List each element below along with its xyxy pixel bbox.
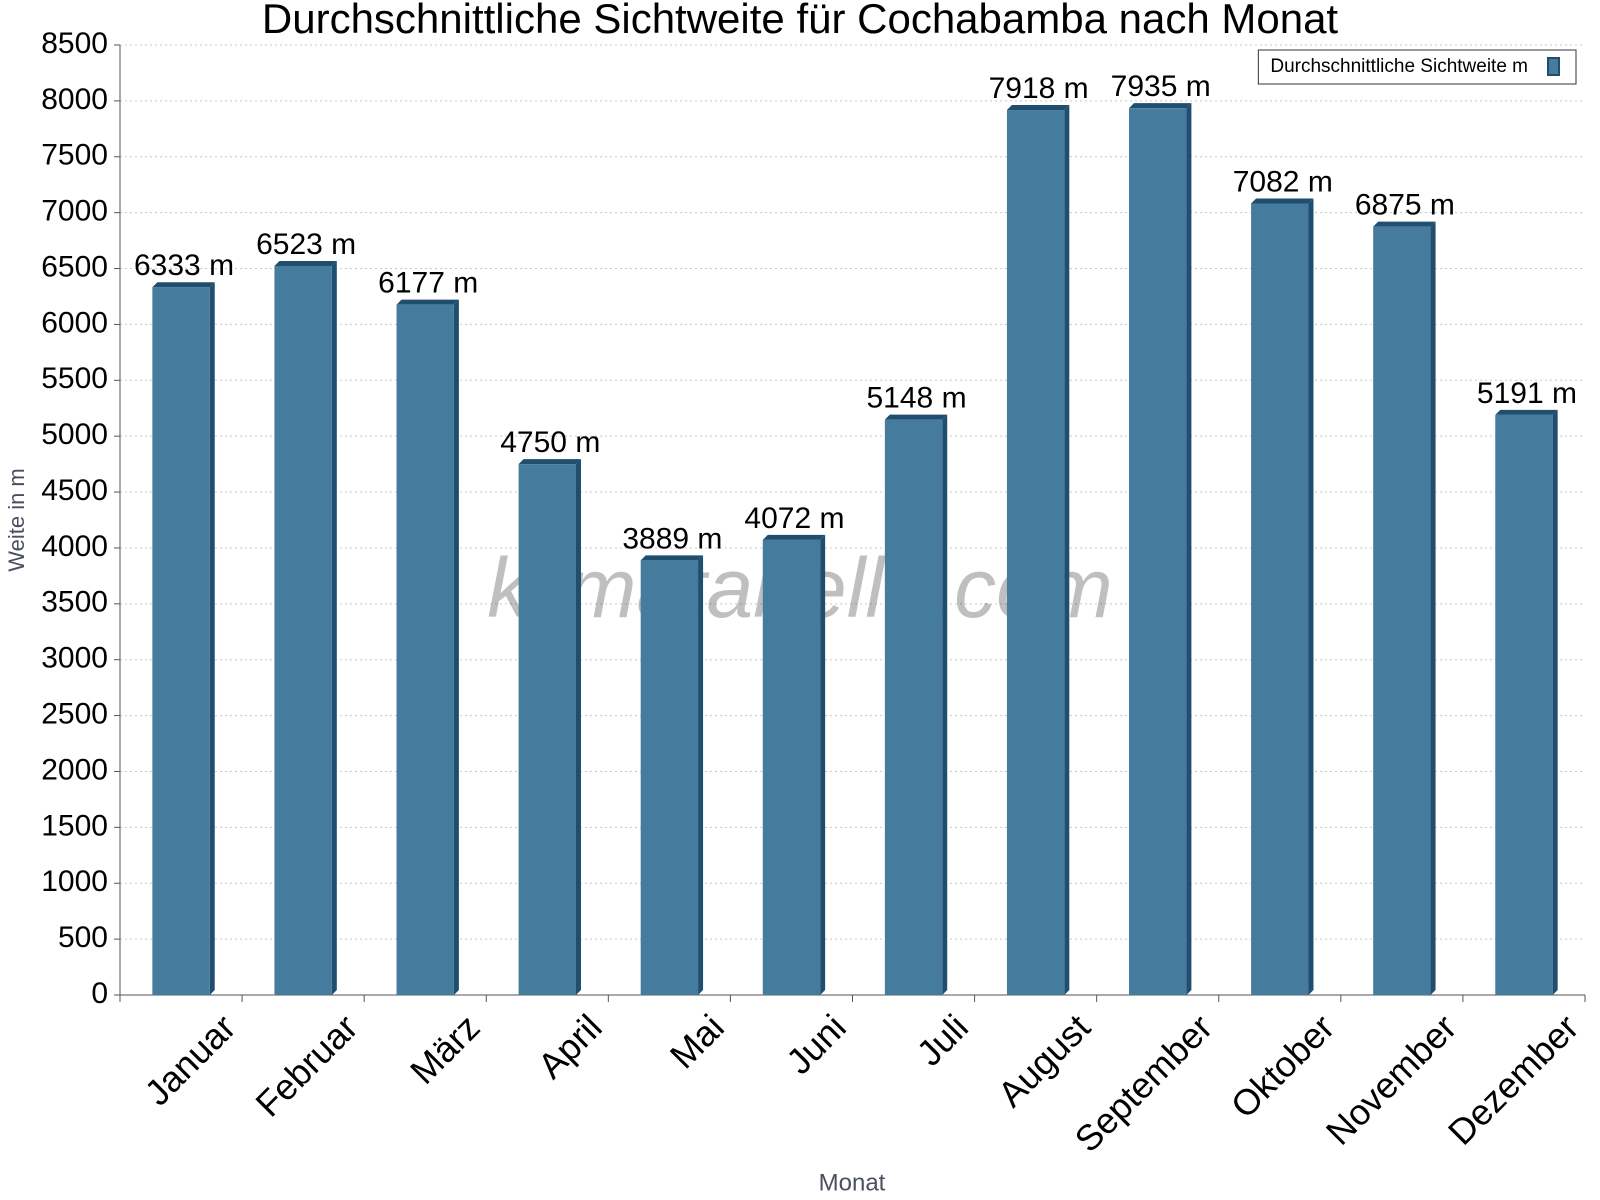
bar — [884, 419, 943, 996]
y-tick-label: 6500 — [41, 250, 108, 283]
y-tick-label: 5500 — [41, 362, 108, 395]
y-tick-label: 2000 — [41, 753, 108, 786]
bar-side — [820, 534, 826, 995]
x-tick-label: Juli — [909, 1006, 976, 1073]
data-label: 7082 m — [1233, 165, 1333, 198]
legend-swatch — [1547, 57, 1560, 76]
bar-top — [396, 299, 459, 305]
x-tick-label: August — [990, 1006, 1098, 1114]
x-tick-label: Januar — [137, 1006, 244, 1113]
y-tick-label: 3000 — [41, 642, 108, 675]
x-tick-label: Dezember — [1440, 1006, 1586, 1152]
legend-box — [1257, 49, 1577, 85]
bar-top — [1129, 103, 1192, 109]
data-label: 6333 m — [134, 249, 234, 282]
y-tick-label: 7500 — [41, 139, 108, 172]
x-tick-label: Mai — [662, 1006, 732, 1076]
x-tick-label: Oktober — [1223, 1006, 1343, 1126]
bar-top — [1495, 409, 1558, 415]
bar-side — [575, 459, 581, 995]
legend-label: Durchschnittliche Sichtweite m — [1270, 56, 1528, 77]
y-tick-label: 0 — [91, 977, 108, 1010]
data-label: 7935 m — [1111, 70, 1211, 103]
x-tick-label: Juni — [778, 1006, 854, 1082]
bar-side — [698, 555, 704, 995]
bar — [1129, 108, 1187, 996]
data-label: 6177 m — [378, 267, 478, 300]
bar-side — [331, 260, 337, 995]
legend: Durchschnittliche Sichtweite m — [1257, 49, 1577, 85]
bar-top — [640, 555, 704, 561]
y-tick-label: 1500 — [41, 809, 108, 842]
bar-side — [1186, 103, 1192, 996]
y-tick-label: 5000 — [41, 418, 108, 451]
data-label: 5148 m — [867, 382, 967, 415]
x-axis-title: Monat — [819, 1169, 886, 1196]
data-label: 5191 m — [1477, 377, 1577, 410]
y-axis-title: Weite in m — [4, 468, 29, 572]
data-label: 4072 m — [744, 502, 844, 535]
bar-top — [884, 414, 948, 420]
bar — [762, 539, 821, 995]
x-tick-label: April — [530, 1006, 610, 1086]
y-tick-label: 8000 — [41, 83, 108, 116]
data-label: 4750 m — [500, 426, 600, 459]
chart-title: Durchschnittliche Sichtweite für Cochaba… — [262, 0, 1339, 42]
bar-top — [1251, 198, 1314, 204]
bar — [1373, 226, 1431, 995]
bar-side — [1430, 221, 1436, 995]
bar — [274, 265, 332, 995]
bar-side — [1308, 198, 1314, 995]
bar-top — [274, 260, 337, 266]
bar — [518, 464, 576, 995]
bar — [1495, 414, 1553, 995]
y-tick-label: 3500 — [41, 586, 108, 619]
y-tick-label: 4500 — [41, 474, 108, 507]
bar-side — [1552, 409, 1558, 995]
data-label: 3889 m — [622, 522, 722, 555]
bar-top — [518, 459, 581, 465]
bar-side — [209, 282, 215, 996]
bar-top — [1373, 221, 1436, 227]
bar — [1006, 110, 1065, 995]
y-tick-label: 6000 — [41, 306, 108, 339]
bar-top — [762, 534, 826, 540]
y-tick-label: 4000 — [41, 530, 108, 563]
y-tick-label: 500 — [58, 921, 108, 954]
bar — [152, 287, 210, 996]
y-tick-label: 2500 — [41, 698, 108, 731]
y-tick-label: 1000 — [41, 865, 108, 898]
bar-side — [453, 299, 459, 996]
x-tick-label: Februar — [247, 1006, 365, 1124]
data-label: 7918 m — [989, 72, 1089, 105]
bar — [396, 304, 454, 996]
bar-top — [1006, 105, 1070, 111]
x-tick-label: März — [402, 1006, 488, 1092]
x-tick-label: November — [1318, 1006, 1464, 1152]
data-label: 6523 m — [256, 228, 356, 261]
bar — [1251, 203, 1309, 995]
y-tick-label: 7000 — [41, 195, 108, 228]
bar-side — [942, 414, 948, 996]
bar-top — [152, 282, 215, 288]
bar — [640, 560, 699, 995]
data-label: 6875 m — [1355, 189, 1455, 222]
bar-side — [1064, 105, 1070, 995]
y-tick-label: 8500 — [41, 27, 108, 60]
